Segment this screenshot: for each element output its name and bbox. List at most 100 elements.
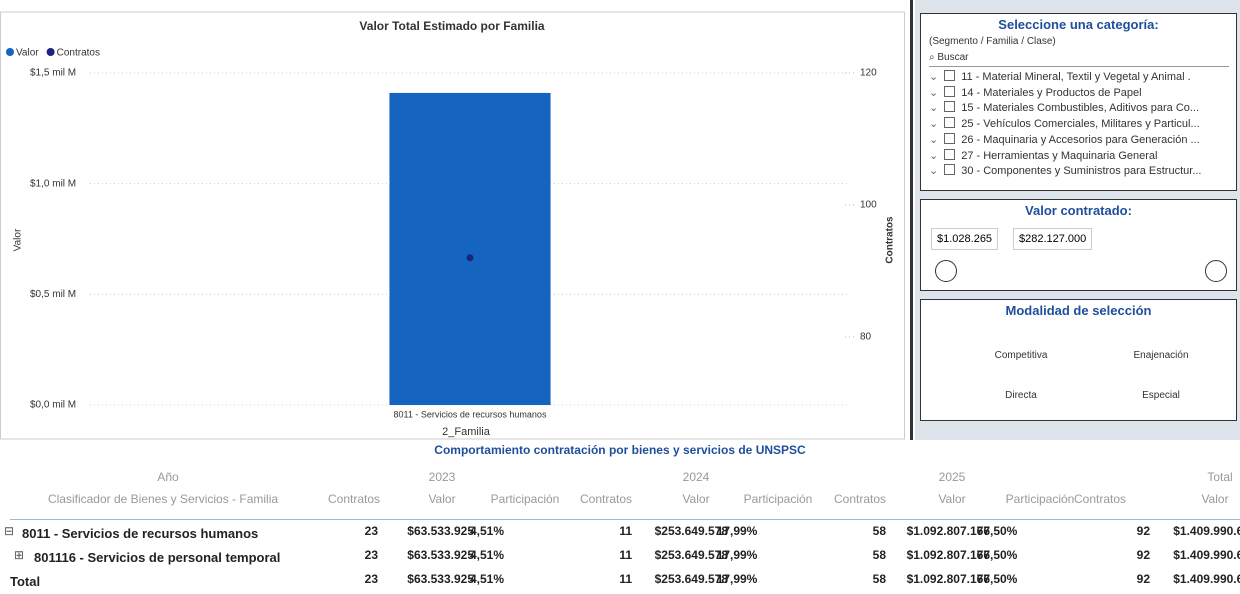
option[interactable]: Directa (1005, 390, 1037, 401)
column-header: Valor (1201, 492, 1229, 506)
item-label: 26 - Maquinaria y Accesorios para Genera… (961, 133, 1200, 146)
slicer-item[interactable]: ⌄ 27 - Herramientas y Maquinaria General (929, 148, 1158, 162)
chart-frame (0, 11, 905, 440)
item-label: 15 - Materiales Combustibles, Aditivos p… (961, 102, 1200, 115)
y-tick-label: $1,5 mil M (30, 68, 76, 79)
cell: 23 (364, 548, 378, 562)
cell: $253.649.578 (654, 524, 728, 538)
legend-marker (46, 48, 55, 56)
slicer-item[interactable]: ⌄ 14 - Materiales y Productos de Papel (929, 85, 1142, 99)
point (466, 254, 474, 262)
expand-icon[interactable]: ⊟ (4, 524, 15, 538)
option[interactable]: Competitiva (994, 350, 1048, 361)
cell: 23 (364, 572, 378, 586)
y-tick-label: $0,5 mil M (30, 289, 76, 300)
search-label: Buscar (937, 52, 969, 63)
legend-label: Valor (16, 48, 39, 59)
cell: 77,50% (976, 548, 1018, 562)
item-label: 14 - Materiales y Productos de Papel (961, 86, 1142, 99)
legend-label: Contratos (57, 48, 100, 59)
cell: 92 (1136, 524, 1150, 538)
column-header: Contratos (833, 492, 887, 506)
item-label: 27 - Herramientas y Maquinaria General (961, 149, 1158, 162)
slicer-item[interactable]: ⌄ 30 - Componentes y Suministros para Est… (929, 164, 1202, 178)
value-slicer: Valor contratado: $1.028.265 $282.127.00… (920, 199, 1237, 291)
y-tick-label: $0,0 mil M (30, 400, 76, 411)
column-header: Contratos (1073, 492, 1127, 506)
y2-axis-label: Contratos (885, 216, 896, 264)
slicer-item[interactable]: ⌄ 15 - Materiales Combustibles, Aditivos … (929, 101, 1200, 115)
column-header: Valor (682, 492, 710, 506)
cell: $1.409.990.66 (1173, 548, 1240, 562)
option[interactable]: Enajenación (1133, 350, 1189, 361)
cell: 77,50% (976, 572, 1018, 586)
bar (389, 92, 551, 406)
cell: 11 (619, 524, 632, 538)
year-label: 2023 (428, 470, 456, 484)
item-label: 25 - Vehículos Comerciales, Militares y … (961, 118, 1200, 131)
x-tick-label: 8011 - Servicios de recursos humanos (394, 409, 547, 419)
cell: 17,99% (716, 548, 758, 562)
cell: 4,51% (469, 572, 505, 586)
table-title: Comportamiento contratación por bienes y… (434, 443, 806, 457)
row-label: 801116 - Servicios de personal temporal (34, 550, 281, 565)
row-label: 8011 - Servicios de recursos humanos (22, 526, 259, 541)
cell: 17,99% (716, 572, 758, 586)
cell: $63.533.925 (407, 572, 474, 586)
range-max[interactable]: $282.127.000 (1013, 228, 1093, 250)
cell: 4,51% (469, 548, 505, 562)
slicer-title: Modalidad de selección (1005, 303, 1152, 318)
search-box[interactable]: ⌕ Buscar (929, 52, 969, 63)
slicer-subtitle: (Segmento / Familia / Clase) (929, 36, 1056, 47)
y-axis-label: Valor (13, 228, 24, 251)
cell: $1.092.807.166 (906, 572, 990, 586)
cell: 92 (1136, 572, 1150, 586)
year-label: Total (1207, 470, 1233, 484)
modality-slicer: Modalidad de selección Competitiva Enajen… (920, 299, 1237, 421)
row-header: Clasificador de Bienes y Servicios - Fam… (47, 492, 279, 506)
cell: 77,50% (976, 524, 1018, 538)
column-header: Participación (743, 492, 813, 506)
option[interactable]: Especial (1142, 390, 1180, 401)
slicer-item[interactable]: ⌄ 26 - Maquinaria y Accesorios para Gener… (929, 132, 1200, 146)
column-header: Contratos (579, 492, 633, 506)
column-header: Participación (1005, 492, 1075, 506)
cell: 23 (364, 524, 378, 538)
item-label: 30 - Componentes y Suministros para Estr… (961, 165, 1202, 178)
slicer-item[interactable]: ⌄ 25 - Vehículos Comerciales, Militares y… (929, 117, 1200, 131)
cell: 58 (872, 524, 886, 538)
slicer-title: Seleccione una categoría: (998, 17, 1159, 32)
cell: 17,99% (716, 524, 758, 538)
y2-tick-label: 80 (860, 332, 872, 343)
chart-title: Valor Total Estimado por Familia (359, 19, 544, 33)
year-label: 2025 (938, 470, 966, 484)
legend-marker (6, 48, 14, 56)
slider-handle[interactable] (935, 260, 957, 282)
divider (910, 0, 913, 440)
expand-icon[interactable]: ⊞ (14, 548, 25, 562)
category-slicer: Seleccione una categoría: (Segmento / Fa… (920, 13, 1237, 191)
slicer-title: Valor contratado: (1025, 203, 1132, 218)
cell: 11 (619, 572, 632, 586)
cell: 58 (872, 548, 886, 562)
header-rule (10, 519, 1240, 520)
slicer-item[interactable]: ⌄ 11 - Material Mineral, Textil y Vegetal… (929, 70, 1191, 83)
column-header: Valor (428, 492, 456, 506)
slider-handle[interactable] (1205, 260, 1227, 282)
row-label: Total (10, 574, 41, 589)
y2-tick-label: 100 (860, 200, 877, 211)
year-header: Año (157, 470, 179, 484)
y2-tick-label: 120 (860, 68, 877, 79)
cell: 11 (619, 548, 632, 562)
cell: $1.092.807.166 (906, 548, 990, 562)
cell: 58 (872, 572, 886, 586)
cell: $1.409.990.66 (1173, 572, 1240, 586)
year-label: 2024 (682, 470, 710, 484)
column-header: Valor (938, 492, 966, 506)
y-tick-label: $1,0 mil M (30, 178, 76, 189)
cell: $253.649.578 (654, 572, 728, 586)
cell: $253.649.578 (654, 548, 728, 562)
range-min[interactable]: $1.028.265 (931, 228, 999, 250)
cell: $63.533.925 (407, 548, 474, 562)
